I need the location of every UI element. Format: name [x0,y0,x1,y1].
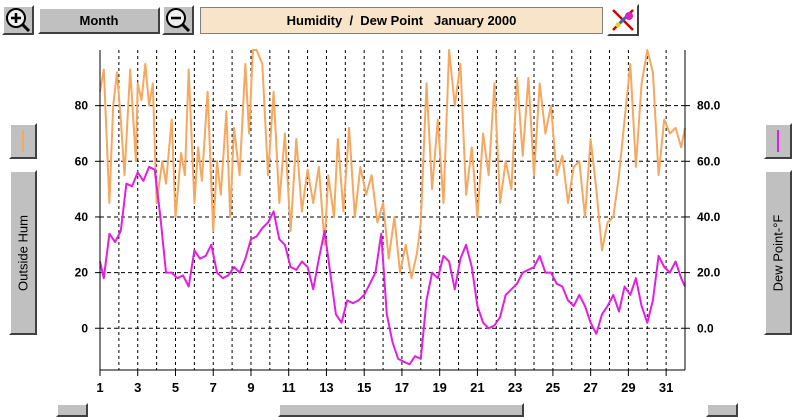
x-tick-label: 25 [546,380,560,395]
left-axis-label-button[interactable]: Outside Hum [9,170,37,335]
humidity-series-line [99,49,686,280]
x-tick-label: 11 [282,380,296,395]
left-axis-label: Outside Hum [15,214,31,291]
dewpoint-swatch-line [777,130,779,152]
right-y-tick-label: 60.0 [697,154,721,168]
chart-title: Humidity / Dew Point January 2000 [200,7,603,34]
scroll-right-button[interactable] [706,403,738,417]
left-y-tick-label: 0 [81,321,88,335]
right-y-tick-label: 0.0 [697,321,714,335]
right-axis-label: Dew Point-°F [770,214,786,291]
series-layer [99,49,686,366]
right-axis-label-button[interactable]: Dew Point-°F [764,170,792,335]
crossed-brush-icon [612,9,634,31]
options-button[interactable] [607,4,639,36]
axes [95,50,690,376]
x-tick-label: 29 [621,380,635,395]
dewpoint-legend-swatch[interactable] [764,123,792,159]
x-tick-label: 21 [470,380,484,395]
humidity-legend-swatch[interactable] [9,123,37,159]
x-tick-label: 19 [432,380,446,395]
left-y-tick-label: 60 [75,154,89,168]
scroll-thumb[interactable] [278,403,524,417]
x-tick-label: 31 [659,380,673,395]
x-tick-label: 7 [210,380,217,395]
x-tick-label: 23 [508,380,522,395]
x-tick-label: 13 [319,380,333,395]
x-tick-label: 5 [172,380,179,395]
x-tick-label: 15 [357,380,371,395]
grid [100,50,685,370]
scroll-left-button[interactable] [56,403,88,417]
zoom-out-button[interactable] [162,5,194,35]
magnifier-plus-icon [6,8,31,33]
period-button[interactable]: Month [38,7,160,34]
right-y-tick-label: 40.0 [697,210,721,224]
zoom-in-button[interactable] [2,5,34,35]
x-tick-label: 9 [247,380,254,395]
tick-labels: 1 3 5 7 9 11 13 15 17 19 21 23 25 27 29 310204060800.02… [75,99,721,395]
left-y-tick-label: 40 [75,210,89,224]
dewpoint-series-line [99,165,686,366]
left-y-tick-label: 20 [75,266,89,280]
x-tick-label: 27 [583,380,597,395]
right-y-tick-label: 20.0 [697,266,721,280]
magnifier-minus-icon [166,8,191,33]
right-y-tick-label: 80.0 [697,99,721,113]
x-tick-label: 17 [395,380,409,395]
x-tick-label: 1 [96,380,103,395]
left-y-tick-label: 80 [75,99,89,113]
humidity-swatch-line [22,130,24,152]
period-label: Month [79,13,119,28]
x-tick-label: 3 [134,380,141,395]
